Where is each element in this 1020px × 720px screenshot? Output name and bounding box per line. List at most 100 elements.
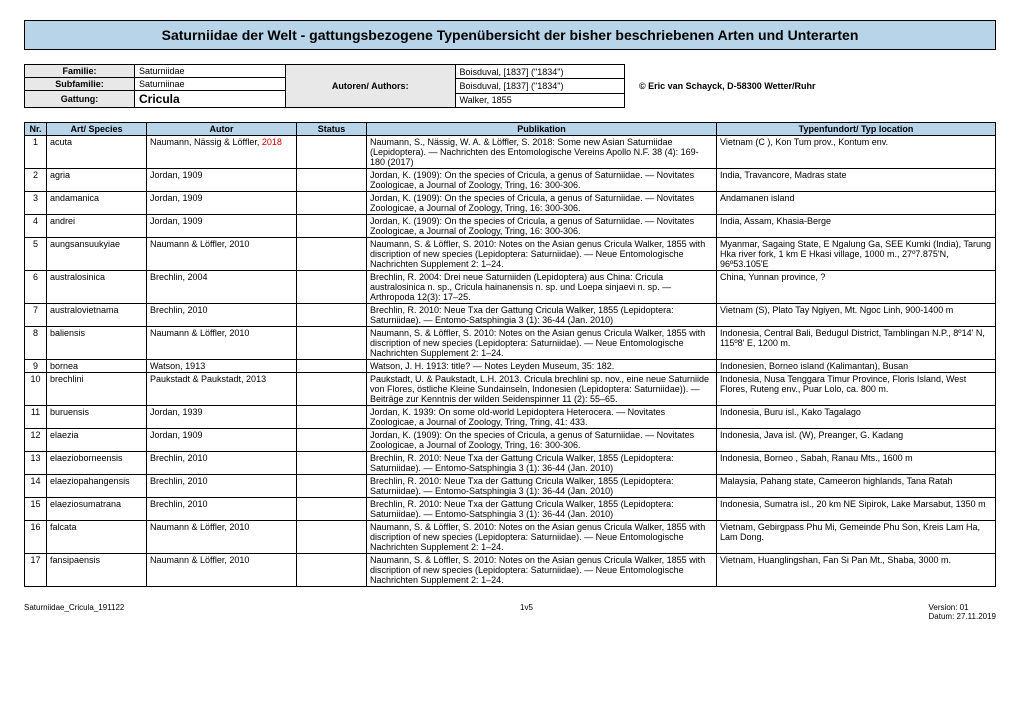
- cell-species: agria: [47, 169, 147, 192]
- cell-nr: 14: [25, 475, 47, 498]
- cell-loc: India, Travancore, Madras state: [717, 169, 996, 192]
- cell-pub: Jordan, K. (1909): On the species of Cri…: [367, 192, 717, 215]
- cell-loc: Myanmar, Sagaing State, E Ngalung Ga, SE…: [717, 238, 996, 271]
- subfamilie-val: Saturniinae: [135, 78, 286, 91]
- familie-label: Familie:: [25, 65, 135, 78]
- cell-autor: Watson, 1913: [147, 360, 297, 373]
- cell-status: [297, 360, 367, 373]
- cell-pub: Brechlin, R. 2010: Neue Txa der Gattung …: [367, 475, 717, 498]
- table-row: 9borneaWatson, 1913Watson, J. H. 1913: t…: [25, 360, 996, 373]
- table-row: 3andamanicaJordan, 1909Jordan, K. (1909)…: [25, 192, 996, 215]
- cell-loc: Indonesia, Central Bali, Bedugul Distric…: [717, 327, 996, 360]
- th-autor: Autor: [147, 123, 297, 136]
- cell-status: [297, 406, 367, 429]
- cell-species: elaezia: [47, 429, 147, 452]
- cell-species: elaeziopahangensis: [47, 475, 147, 498]
- cell-autor: Jordan, 1909: [147, 169, 297, 192]
- page-title: Saturniidae der Welt - gattungsbezogene …: [24, 20, 996, 50]
- cell-loc: Indonesia, Java isl. (W), Preanger, G. K…: [717, 429, 996, 452]
- cell-nr: 12: [25, 429, 47, 452]
- cell-loc: Andamanen island: [717, 192, 996, 215]
- cell-loc: Indonesia, Sumatra isl., 20 km NE Sipiro…: [717, 498, 996, 521]
- author1: Boisduval, [1837] ("1834"): [455, 65, 625, 79]
- table-row: 12elaeziaJordan, 1909 Jordan, K. (1909): …: [25, 429, 996, 452]
- cell-species: aungsansuukyiae: [47, 238, 147, 271]
- cell-loc: China, Yunnan province, ?: [717, 271, 996, 304]
- cell-loc: Indonesia, Nusa Tenggara Timur Province,…: [717, 373, 996, 406]
- footer-center: 1v5: [520, 603, 533, 621]
- cell-pub: Brechlin, R. 2010: Neue Txa der Gattung …: [367, 498, 717, 521]
- author3: Walker, 1855: [455, 93, 625, 107]
- cell-autor: Naumann & Löffler, 2010: [147, 327, 297, 360]
- autoren-label: Autoren/ Authors:: [286, 65, 456, 108]
- table-row: 11buruensisJordan, 1939Jordan, K. 1939: …: [25, 406, 996, 429]
- cell-nr: 9: [25, 360, 47, 373]
- cell-autor: Jordan, 1939: [147, 406, 297, 429]
- cell-status: [297, 136, 367, 169]
- cell-status: [297, 271, 367, 304]
- cell-loc: Indonesia, Borneo , Sabah, Ranau Mts., 1…: [717, 452, 996, 475]
- cell-nr: 16: [25, 521, 47, 554]
- table-row: 16falcataNaumann & Löffler, 2010Naumann,…: [25, 521, 996, 554]
- table-row: 2agriaJordan, 1909 Jordan, K. (1909): On …: [25, 169, 996, 192]
- cell-loc: Malaysia, Pahang state, Cameeron highlan…: [717, 475, 996, 498]
- cell-nr: 2: [25, 169, 47, 192]
- cell-pub: Brechlin, R. 2010: Neue Txa der Gattung …: [367, 304, 717, 327]
- cell-loc: Indonesia, Buru isl., Kako Tagalago: [717, 406, 996, 429]
- cell-pub: Jordan, K. (1909): On the species of Cri…: [367, 169, 717, 192]
- cell-status: [297, 498, 367, 521]
- table-row: 1acutaNaumann, Nässig & Löffler, 2018Nau…: [25, 136, 996, 169]
- footer-left: Saturniidae_Cricula_191122: [24, 603, 124, 621]
- table-row: 7australovietnamaBrechlin, 2010 Brechlin,…: [25, 304, 996, 327]
- gattung-val: Cricula: [135, 91, 286, 108]
- cell-autor: Naumann & Löffler, 2010: [147, 554, 297, 587]
- cell-nr: 1: [25, 136, 47, 169]
- cell-autor: Jordan, 1909: [147, 429, 297, 452]
- cell-status: [297, 238, 367, 271]
- cell-pub: Paukstadt, U. & Paukstadt, L.H. 2013. Cr…: [367, 373, 717, 406]
- species-table: Nr. Art/ Species Autor Status Publikatio…: [24, 122, 996, 587]
- cell-status: [297, 215, 367, 238]
- cell-autor: Naumann & Löffler, 2010: [147, 238, 297, 271]
- cell-autor: Brechlin, 2010: [147, 498, 297, 521]
- cell-nr: 7: [25, 304, 47, 327]
- cell-loc: Vietnam, Gebirgpass Phu Mi, Gemeinde Phu…: [717, 521, 996, 554]
- cell-status: [297, 452, 367, 475]
- cell-autor: Brechlin, 2010: [147, 304, 297, 327]
- cell-nr: 4: [25, 215, 47, 238]
- th-nr: Nr.: [25, 123, 47, 136]
- table-row: 6australosinicaBrechlin, 2004Brechlin, R…: [25, 271, 996, 304]
- cell-pub: Brechlin, R. 2010: Neue Txa der Gattung …: [367, 452, 717, 475]
- th-status: Status: [297, 123, 367, 136]
- author2: Boisduval, [1837] ("1834"): [455, 79, 625, 93]
- cell-status: [297, 327, 367, 360]
- cell-nr: 13: [25, 452, 47, 475]
- table-row: 8baliensisNaumann & Löffler, 2010Naumann…: [25, 327, 996, 360]
- cell-autor: Jordan, 1909: [147, 192, 297, 215]
- cell-nr: 10: [25, 373, 47, 406]
- cell-nr: 3: [25, 192, 47, 215]
- th-species: Art/ Species: [47, 123, 147, 136]
- cell-species: bornea: [47, 360, 147, 373]
- cell-status: [297, 192, 367, 215]
- cell-nr: 8: [25, 327, 47, 360]
- footer: Saturniidae_Cricula_191122 1v5 Version: …: [24, 603, 996, 621]
- cell-species: australovietnama: [47, 304, 147, 327]
- cell-species: brechlini: [47, 373, 147, 406]
- cell-species: acuta: [47, 136, 147, 169]
- footer-right: Version: 01Datum: 27.11.2019: [929, 603, 996, 621]
- cell-pub: Brechlin, R. 2004: Drei neue Saturniiden…: [367, 271, 717, 304]
- cell-species: elaeziosumatrana: [47, 498, 147, 521]
- copyright: © Eric van Schayck, D-58300 Wetter/Ruhr: [625, 81, 816, 91]
- cell-autor: Brechlin, 2004: [147, 271, 297, 304]
- table-row: 5aungsansuukyiaeNaumann & Löffler, 2010N…: [25, 238, 996, 271]
- cell-species: elaezioborneensis: [47, 452, 147, 475]
- cell-autor: Brechlin, 2010: [147, 475, 297, 498]
- cell-loc: Indonesien, Borneo island (Kalimantan), …: [717, 360, 996, 373]
- meta-block: Familie:Saturniidae Subfamilie:Saturniin…: [24, 64, 996, 108]
- th-loc: Typenfundort/ Typ location: [717, 123, 996, 136]
- cell-species: andrei: [47, 215, 147, 238]
- cell-status: [297, 304, 367, 327]
- cell-pub: Jordan, K. (1909): On the species of Cri…: [367, 429, 717, 452]
- cell-status: [297, 554, 367, 587]
